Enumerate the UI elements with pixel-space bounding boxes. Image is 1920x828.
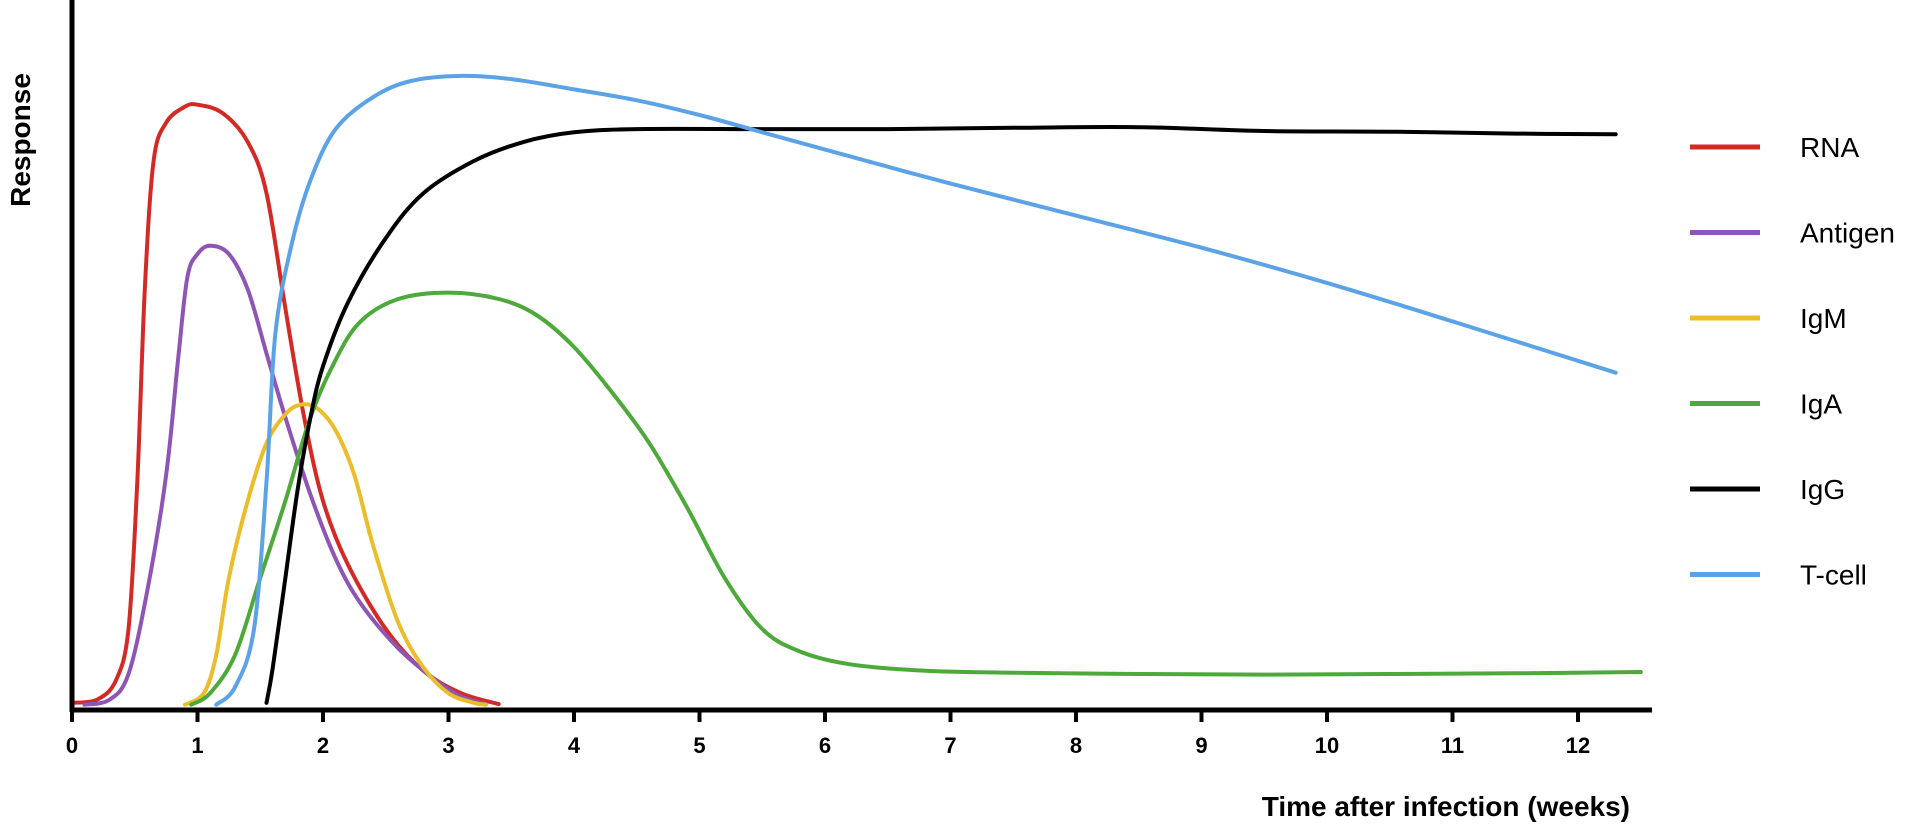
- legend-label-rna: RNA: [1800, 132, 1859, 163]
- legend-label-iga: IgA: [1800, 389, 1842, 420]
- series-line-igm: [182, 402, 489, 707]
- x-tick-label: 10: [1315, 733, 1339, 758]
- x-tick-label: 7: [944, 733, 956, 758]
- x-tick-label: 3: [442, 733, 454, 758]
- axes: [69, 0, 1652, 713]
- legend: RNA Antigen IgM IgA IgG T-cell: [1690, 132, 1895, 591]
- x-axis-ticks: 0 1 2 3 4 5 6 7 8 9 10 11 12: [66, 710, 1590, 758]
- y-axis-title: Response: [5, 73, 36, 207]
- x-tick-label: 11: [1441, 733, 1464, 758]
- x-tick-label: 0: [66, 733, 78, 758]
- x-tick-label: 8: [1070, 733, 1082, 758]
- x-tick-label: 1: [191, 733, 203, 758]
- legend-label-igg: IgG: [1800, 474, 1845, 505]
- legend-label-antigen: Antigen: [1800, 218, 1895, 249]
- series-line-antigen: [82, 243, 489, 707]
- x-tick-label: 12: [1566, 733, 1590, 758]
- series-line-igg: [264, 124, 1618, 705]
- series-lines: [70, 73, 1643, 707]
- x-tick-label: 4: [568, 733, 581, 758]
- legend-label-igm: IgM: [1800, 303, 1847, 334]
- x-tick-label: 6: [819, 733, 831, 758]
- x-axis-title: Time after infection (weeks): [1262, 791, 1630, 822]
- x-tick-label: 2: [317, 733, 329, 758]
- series-line-t-cell: [214, 73, 1618, 707]
- legend-label-t-cell: T-cell: [1800, 560, 1867, 591]
- x-tick-label: 5: [693, 733, 705, 758]
- series-line-iga: [189, 290, 1643, 707]
- x-tick-label: 9: [1195, 733, 1207, 758]
- series-line-rna: [70, 102, 501, 707]
